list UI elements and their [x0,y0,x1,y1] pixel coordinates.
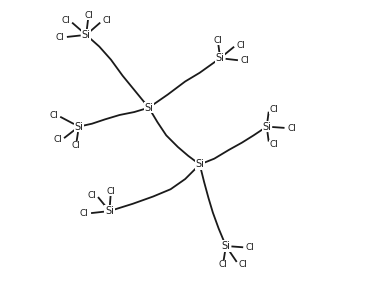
Text: Cl: Cl [214,36,222,45]
Text: Si: Si [82,30,91,40]
Text: Cl: Cl [102,16,111,25]
Text: Cl: Cl [269,140,278,148]
Text: Si: Si [262,122,271,132]
Text: Cl: Cl [71,141,80,150]
Text: Cl: Cl [246,243,255,252]
Text: Cl: Cl [287,123,296,133]
Text: Cl: Cl [84,11,93,21]
Text: Cl: Cl [107,187,115,196]
Text: Cl: Cl [49,111,58,120]
Text: Cl: Cl [241,56,249,65]
Text: Cl: Cl [236,41,245,50]
Text: Cl: Cl [79,209,89,218]
Text: Cl: Cl [238,260,247,269]
Text: Si: Si [144,103,153,113]
Text: Si: Si [195,159,204,169]
Text: Cl: Cl [53,135,62,144]
Text: Si: Si [74,122,83,132]
Text: Cl: Cl [55,33,64,42]
Text: Si: Si [222,241,230,251]
Text: Cl: Cl [219,260,227,269]
Text: Cl: Cl [61,16,70,25]
Text: Cl: Cl [87,191,96,200]
Text: Si: Si [105,206,114,216]
Text: Si: Si [216,53,225,63]
Text: Cl: Cl [269,105,278,114]
